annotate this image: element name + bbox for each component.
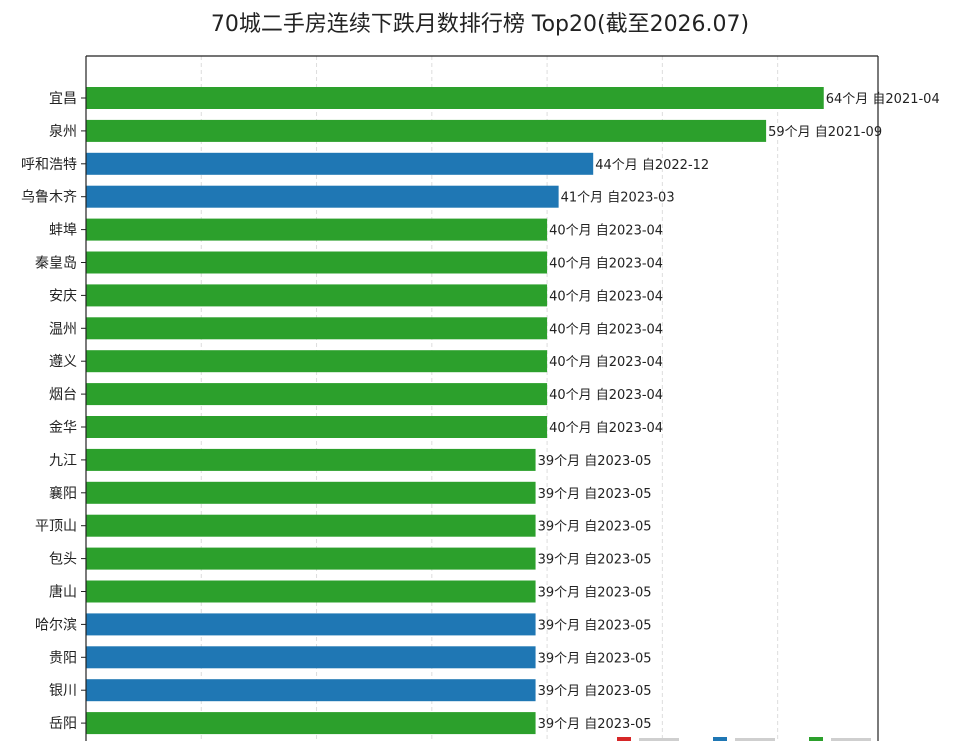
- bar-value-label: 40个月 自2023-04: [549, 421, 663, 436]
- category-label: 温州: [49, 321, 77, 337]
- category-label: 乌鲁木齐: [21, 190, 77, 206]
- legend: [617, 737, 871, 741]
- category-label: 秦皇岛: [35, 256, 77, 272]
- bar: [86, 119, 767, 142]
- bar-value-label: 64个月 自2021-04: [826, 92, 940, 107]
- category-label: 烟台: [49, 387, 77, 403]
- category-labels: 宜昌泉州呼和浩特乌鲁木齐蚌埠秦皇岛安庆温州遵义烟台金华九江襄阳平顶山包头唐山哈尔…: [21, 91, 86, 732]
- bar-value-label: 39个月 自2023-05: [538, 454, 652, 469]
- category-label: 九江: [49, 453, 77, 469]
- bar: [86, 87, 824, 109]
- bar-value-label: 59个月 自2021-09: [768, 125, 882, 140]
- bar: [86, 448, 536, 471]
- bar: [86, 514, 536, 537]
- category-label: 遵义: [49, 353, 77, 370]
- category-label: 襄阳: [49, 486, 77, 502]
- bar-value-label: 40个月 自2023-04: [549, 322, 663, 337]
- bar: [86, 416, 548, 438]
- bar-value-label: 44个月 自2022-12: [595, 158, 709, 173]
- bar-value-label: 39个月 自2023-05: [538, 487, 652, 502]
- legend-label-cropped: [735, 738, 775, 741]
- category-label: 安庆: [49, 288, 77, 304]
- value-labels: 64个月 自2021-04 59个月 自2021-09 44个月 自2022-12 4…: [538, 92, 940, 732]
- category-label: 金华: [49, 420, 77, 436]
- bar: [86, 218, 548, 241]
- bar-value-label: 39个月 自2023-05: [538, 684, 652, 699]
- bar: [86, 152, 594, 175]
- chart-title: 70城二手房连续下跌月数排行榜 Top20(截至2026.07): [210, 12, 750, 37]
- bar: [86, 646, 536, 669]
- bar: [86, 317, 548, 340]
- bar: [86, 350, 548, 373]
- axes-frame: [85, 55, 879, 741]
- bar-value-label: 41个月 自2023-03: [561, 191, 675, 206]
- bar-value-label: 40个月 自2023-04: [549, 257, 663, 272]
- bar: [86, 481, 536, 504]
- bars: [86, 87, 824, 735]
- bar-value-label: 40个月 自2023-04: [549, 289, 663, 304]
- bar: [86, 383, 548, 406]
- category-label: 平顶山: [35, 519, 77, 535]
- bar: [86, 580, 536, 603]
- category-label: 贵阳: [49, 650, 77, 666]
- bar-value-label: 40个月 自2023-04: [549, 224, 663, 239]
- category-label: 哈尔滨: [35, 617, 77, 633]
- category-label: 唐山: [49, 584, 77, 601]
- bar-value-label: 39个月 自2023-05: [538, 553, 652, 568]
- legend-label-cropped: [639, 738, 679, 741]
- bar: [86, 712, 536, 735]
- category-label: 银川: [49, 683, 77, 699]
- legend-label-cropped: [831, 738, 871, 741]
- bar: [86, 251, 548, 274]
- category-label: 泉州: [49, 123, 77, 140]
- legend-swatch: [809, 737, 823, 741]
- bar-value-label: 39个月 自2023-05: [538, 618, 652, 633]
- bar-value-label: 40个月 自2023-04: [549, 355, 663, 370]
- bar: [86, 613, 536, 636]
- bar-value-label: 40个月 自2023-04: [549, 388, 663, 403]
- bar-value-label: 39个月 自2023-05: [538, 717, 652, 732]
- category-label: 呼和浩特: [21, 157, 77, 173]
- bar: [86, 547, 536, 570]
- category-label: 岳阳: [49, 716, 77, 732]
- category-label: 宜昌: [49, 91, 77, 107]
- legend-swatch: [713, 737, 727, 741]
- legend-swatch: [617, 737, 631, 741]
- category-label: 包头: [49, 552, 77, 568]
- bar: [86, 284, 548, 307]
- bar: [86, 185, 559, 208]
- bar: [86, 679, 536, 702]
- bar-value-label: 39个月 自2023-05: [538, 520, 652, 535]
- bar-value-label: 39个月 自2023-05: [538, 651, 652, 666]
- bar-value-label: 39个月 自2023-05: [538, 586, 652, 601]
- category-label: 蚌埠: [49, 222, 77, 239]
